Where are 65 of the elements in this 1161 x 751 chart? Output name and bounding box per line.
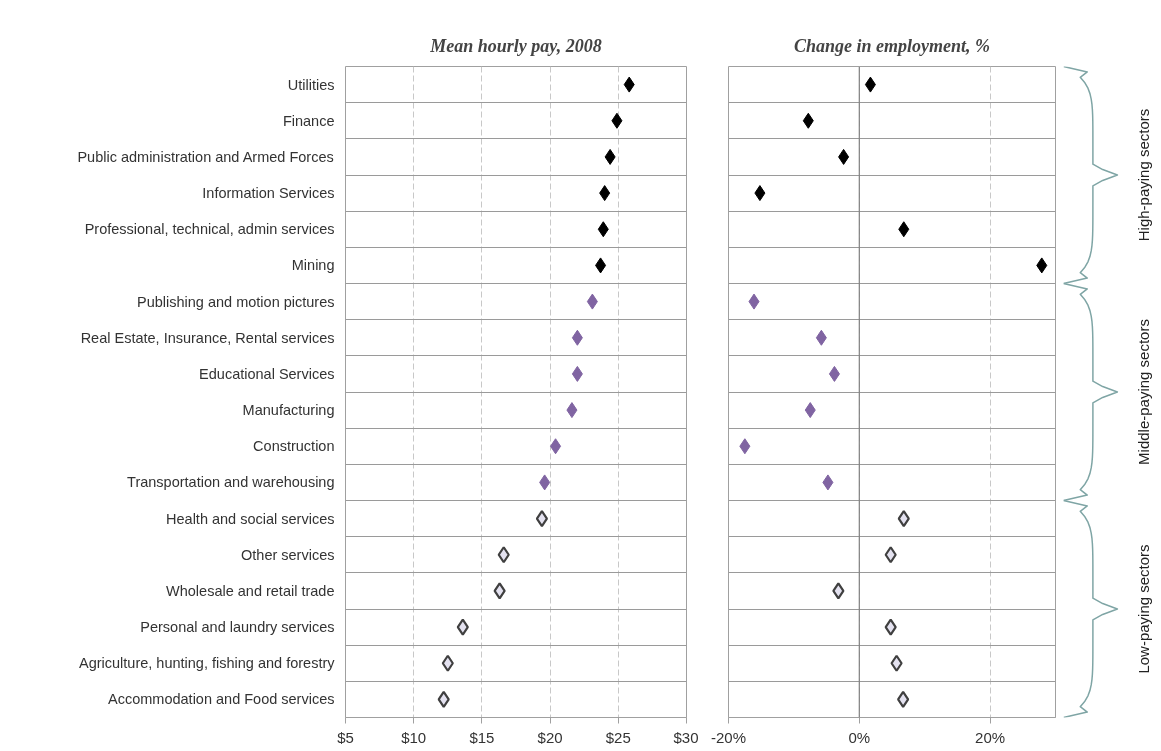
point [1036, 257, 1048, 274]
y-tick-label: Accommodation and Food services [108, 691, 335, 708]
x-tick-label: 0% [848, 728, 871, 746]
point [497, 546, 510, 564]
point [754, 185, 766, 202]
point [611, 112, 623, 129]
y-tick-label: Finance [282, 112, 335, 129]
y-tick-label: Public administration and Armed Forces [77, 148, 334, 165]
text: Middle-paying sectors [1135, 319, 1153, 465]
x-tick-label: $25 [605, 728, 631, 746]
text: High-paying sectors [1135, 108, 1153, 242]
y-tick-label: Construction [253, 438, 335, 455]
point [739, 438, 751, 455]
x-tick-label: $10 [401, 728, 427, 746]
point [441, 654, 454, 672]
x-tick-label: $30 [673, 728, 699, 746]
y-tick-label: Health and social services [166, 510, 335, 527]
point [493, 582, 506, 600]
point [898, 221, 910, 238]
y-tick-label: Personal and laundry services [140, 619, 335, 636]
point [571, 365, 583, 382]
point [815, 329, 827, 346]
point [890, 654, 903, 672]
point [884, 618, 897, 636]
point [832, 582, 845, 600]
y-tick-label: Transportation and warehousing [127, 474, 335, 491]
point [539, 474, 551, 491]
y-tick-label: Educational Services [199, 365, 335, 382]
x-tick-label: -20% [710, 728, 747, 746]
point [595, 257, 607, 274]
point [597, 221, 609, 238]
point [604, 148, 616, 165]
x-tick-label: 20% [975, 728, 1006, 746]
chart-title: Mean hourly pay, 2008 [429, 35, 602, 56]
text: Low-paying sectors [1135, 544, 1153, 674]
point [864, 76, 876, 93]
point [828, 365, 840, 382]
point [571, 329, 583, 346]
y-tick-label: Agriculture, hunting, fishing and forestry [79, 655, 336, 672]
point [586, 293, 598, 310]
y-tick-label: Manufacturing [242, 402, 335, 419]
point [599, 185, 611, 202]
point [802, 112, 814, 129]
x-tick-label: $5 [337, 728, 354, 746]
y-tick-label: Professional, technical, admin services [84, 221, 335, 238]
point [748, 293, 760, 310]
y-tick-label: Wholesale and retail trade [166, 582, 335, 599]
y-tick-label: Publishing and motion pictures [137, 293, 335, 310]
x-tick-label: $15 [469, 728, 495, 746]
y-tick-label: Real Estate, Insurance, Rental services [80, 329, 335, 346]
x-tick-label: $20 [537, 728, 563, 746]
chart-title: Change in employment, % [794, 35, 991, 56]
y-tick-label: Information Services [202, 185, 335, 202]
y-tick-label: Mining [291, 257, 335, 274]
point [804, 402, 816, 419]
point [623, 76, 635, 93]
point [566, 402, 578, 419]
point [535, 509, 549, 528]
point [550, 438, 562, 455]
point [884, 546, 897, 564]
point [838, 148, 850, 165]
point [456, 618, 469, 636]
point [822, 474, 834, 491]
y-tick-label: Utilities [287, 76, 335, 93]
y-tick-label: Other services [241, 546, 335, 563]
